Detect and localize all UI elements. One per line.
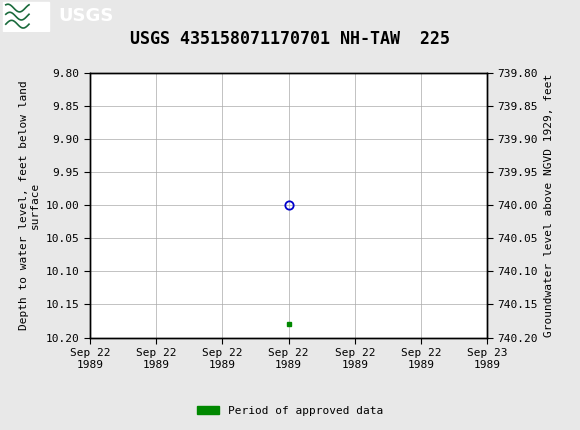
Bar: [3, 2, 49, 31]
Text: USGS 435158071170701 NH-TAW  225: USGS 435158071170701 NH-TAW 225: [130, 30, 450, 48]
Text: USGS: USGS: [58, 7, 113, 25]
Y-axis label: Depth to water level, feet below land
surface: Depth to water level, feet below land su…: [19, 80, 40, 330]
Legend: Period of approved data: Period of approved data: [193, 401, 387, 420]
Y-axis label: Groundwater level above NGVD 1929, feet: Groundwater level above NGVD 1929, feet: [543, 74, 554, 337]
